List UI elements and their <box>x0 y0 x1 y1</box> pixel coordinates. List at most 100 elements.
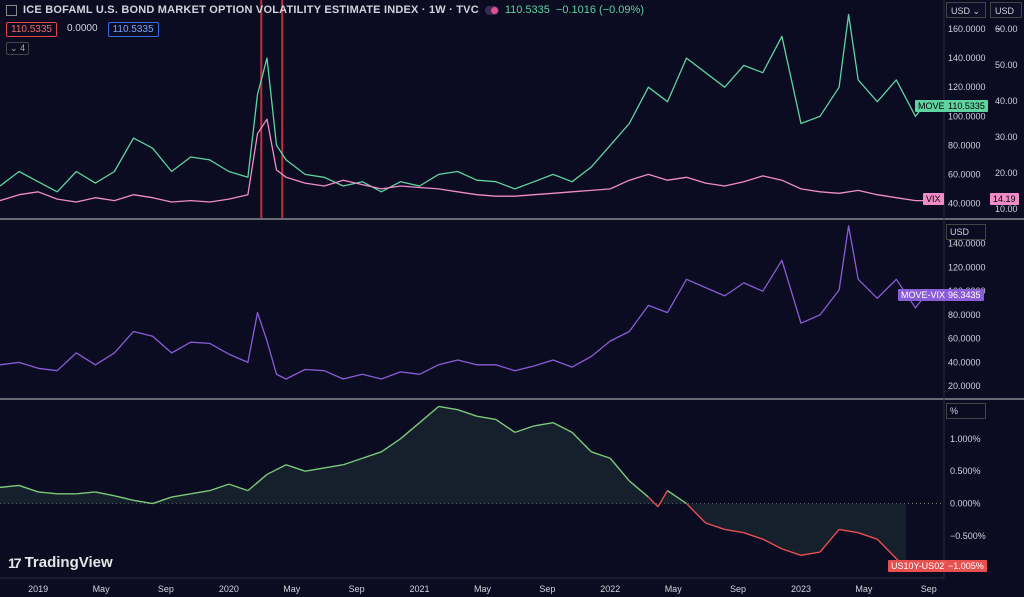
curve-segment <box>743 532 764 540</box>
curve-tick-label: 0.500% <box>950 466 981 476</box>
curve-segment <box>552 422 573 433</box>
last-price: 110.5335 <box>504 4 550 16</box>
curve-segment <box>171 493 191 498</box>
curve-segment <box>18 484 39 493</box>
price-tick-label: 80.0000 <box>948 140 981 150</box>
indicator-count: 4 <box>20 43 26 53</box>
vix-tick-label: 50.00 <box>995 60 1018 70</box>
curve-segment <box>114 495 134 502</box>
tradingview-logo-icon: 17 <box>8 554 22 571</box>
curve-segment <box>438 405 458 411</box>
curve-segment <box>76 491 96 495</box>
curve-segment <box>857 532 878 540</box>
spread-tick-label: 120.0000 <box>948 262 986 272</box>
vix-tick-label: 20.00 <box>995 168 1018 178</box>
move-last-value: 110.5335 <box>948 101 985 111</box>
curve-segment <box>362 451 382 459</box>
curve-segment <box>476 415 496 421</box>
currency-label: USD <box>951 6 971 16</box>
curve-segment <box>324 464 344 469</box>
curve-segment <box>609 457 630 482</box>
time-tick-label: May <box>93 584 111 594</box>
curve-segment <box>95 491 115 497</box>
curve-segment <box>647 496 659 508</box>
time-tick-label: 2021 <box>410 584 430 594</box>
curve-segment <box>133 499 153 505</box>
spread-tick-label: 80.0000 <box>948 310 981 320</box>
currency-select-vix[interactable]: USD ⌄ <box>990 2 1022 32</box>
curve-segment <box>247 473 268 492</box>
curve-segment <box>495 418 516 433</box>
curve-segment <box>800 551 821 557</box>
curve-segment <box>0 484 20 489</box>
curve-segment <box>657 490 669 508</box>
curve-segment <box>209 483 230 492</box>
price-tick-label: 40.0000 <box>948 198 981 208</box>
curve-tick-label: −0.500% <box>950 531 986 541</box>
value-badge-blue: 110.5335 <box>107 22 159 37</box>
vix-tick-label: 10.00 <box>995 204 1018 214</box>
vix-last-value: 14.19 <box>993 194 1016 204</box>
pane3-unit-label: % <box>950 406 959 416</box>
event-marker <box>260 0 263 218</box>
tradingview-logo: 17 TradingView <box>8 554 113 571</box>
legend-values: 110.5335 0.0000 110.5335 <box>6 22 159 37</box>
spread-last-value: 96.3435 <box>948 290 981 300</box>
curve-segment <box>305 467 325 472</box>
time-tick-label: Sep <box>921 584 937 594</box>
symbol-icon <box>6 4 17 16</box>
spread-tick-label: 140.0000 <box>948 239 986 249</box>
curve-segment <box>514 425 535 434</box>
collapse-indicators-button[interactable]: ⌄ 4 <box>6 42 30 55</box>
time-tick-label: Sep <box>539 584 555 594</box>
time-tick-label: Sep <box>158 584 174 594</box>
curve-segment <box>571 431 592 453</box>
move-tag-name: MOVE <box>918 101 945 111</box>
time-tick-label: 2022 <box>600 584 620 594</box>
price-tick-label: 120.0000 <box>948 82 986 92</box>
vix-series-tag: VIX <box>923 193 944 205</box>
curve-segment <box>667 490 687 505</box>
series-line-move-vix <box>0 225 926 380</box>
vix-tick-label: 30.00 <box>995 132 1018 142</box>
spread-series-tag: MOVE-VIX <box>898 289 949 301</box>
curve-segment <box>38 491 58 495</box>
chevron-down-icon: ⌄ <box>10 43 18 53</box>
curve-segment <box>533 421 554 427</box>
logo-text: TradingView <box>24 554 113 571</box>
curve-segment <box>762 538 783 550</box>
price-tick-label: 60.0000 <box>948 169 981 179</box>
time-tick-label: Sep <box>730 584 746 594</box>
value-badge-red: 110.5335 <box>6 22 57 37</box>
curve-segment <box>381 438 401 453</box>
visibility-toggle-icon[interactable] <box>484 5 499 15</box>
chevron-down-icon: ⌄ <box>972 6 981 16</box>
time-tick-label: May <box>855 584 873 594</box>
event-marker <box>281 0 284 218</box>
curve-tick-label: 1.000% <box>950 434 981 444</box>
chevron-down-icon: ⌄ <box>995 22 1003 32</box>
curve-segment <box>590 451 611 459</box>
move-price-tag: 110.5335 <box>945 100 988 112</box>
curve-price-tag: −1.005% <box>945 560 987 572</box>
move-series-tag: MOVE <box>915 100 948 112</box>
curve-segment <box>457 409 477 417</box>
curve-segment <box>419 405 440 424</box>
price-tick-label: 160.0000 <box>948 24 986 34</box>
currency-select-price[interactable]: USD ⌄ <box>946 2 986 18</box>
time-tick-label: 2020 <box>219 584 239 594</box>
pane3-unit[interactable]: % <box>946 403 986 419</box>
curve-segment <box>343 457 363 466</box>
curve-segment <box>838 528 859 534</box>
chart-title: ICE BOFAML U.S. BOND MARKET OPTION VOLAT… <box>23 4 479 16</box>
pane2-currency[interactable]: USD <box>946 224 986 240</box>
value-badge-plain: 0.0000 <box>66 23 98 34</box>
spread-price-tag: 96.3435 <box>945 289 984 301</box>
time-tick-label: Sep <box>349 584 365 594</box>
vix-tick-label: 40.00 <box>995 96 1018 106</box>
time-tick-label: May <box>474 584 492 594</box>
curve-segment <box>400 422 421 440</box>
curve-segment <box>628 480 649 498</box>
spread-tick-label: 20.0000 <box>948 381 981 391</box>
